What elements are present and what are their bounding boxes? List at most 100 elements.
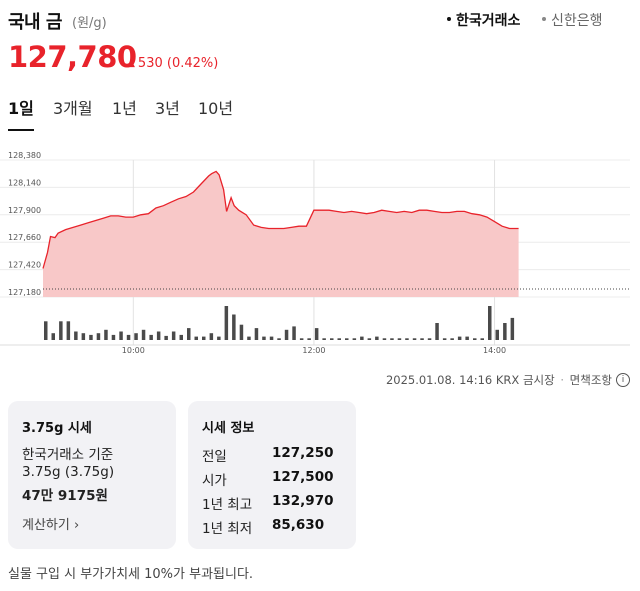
volume-bar <box>307 338 311 340</box>
weight-label: 3.75g (3.75g) <box>22 464 115 480</box>
volume-bar <box>239 324 244 340</box>
update-timestamp: 2025.01.08. 14:16 KRX 금시장 <box>385 373 555 387</box>
tab-10y[interactable]: 10년 <box>198 99 234 118</box>
price-line <box>42 170 519 269</box>
volume-bar <box>209 333 214 340</box>
volume-bar <box>465 336 469 340</box>
volume-bar <box>217 336 221 340</box>
tab-1y[interactable]: 1년 <box>112 99 137 118</box>
volume-bar <box>457 336 462 340</box>
y-tick-label: 127,900 <box>8 206 41 215</box>
volume-bar <box>405 338 409 340</box>
weight-price-card: 3.75g 시세 한국거래소 기준 3.75g (3.75g) 47만 9175… <box>8 401 176 549</box>
volume-bar <box>314 328 319 340</box>
volume-bar <box>156 331 161 340</box>
tab-3y[interactable]: 3년 <box>155 99 180 118</box>
source-label: 신한은행 <box>551 13 603 29</box>
volume-bar <box>202 336 206 340</box>
current-price: 127,780 <box>8 40 137 74</box>
volume-bar <box>299 338 304 340</box>
price-change: ▲ 530 (0.42%) <box>128 56 218 71</box>
y-tick-label: 128,140 <box>8 178 41 187</box>
volume-bar <box>412 338 417 340</box>
volume-bar <box>330 338 334 340</box>
volume-bar <box>66 321 71 340</box>
volume-bar <box>119 331 123 340</box>
volume-bar <box>292 326 296 340</box>
volume-bar <box>367 338 372 340</box>
volume-bar <box>126 334 131 340</box>
card-title: 3.75g 시세 <box>22 421 92 436</box>
x-tick-label: 10:00 <box>122 346 145 355</box>
volume-bar <box>510 317 515 340</box>
y-tick-label: 127,660 <box>8 233 41 242</box>
volume-bar <box>277 338 281 340</box>
volume-bar <box>382 338 387 340</box>
volume-bar <box>179 334 183 340</box>
volume-bar <box>111 334 116 340</box>
x-tick-label: 12:00 <box>302 346 325 355</box>
price-info-card: 시세 정보 전일 127,250 시가 127,500 1년 최고 132,97… <box>188 401 356 549</box>
bullet-icon <box>542 17 546 21</box>
volume-bar <box>488 306 492 340</box>
volume-bar <box>149 334 153 340</box>
volume-bar <box>194 336 198 340</box>
info-label: 1년 최고 <box>202 497 253 513</box>
volume-bar <box>164 335 168 340</box>
volume-bar <box>345 338 349 340</box>
info-icon[interactable]: i <box>616 372 630 387</box>
volume-bar <box>360 336 364 340</box>
tab-1d[interactable]: 1일 <box>8 99 34 118</box>
tab-3m[interactable]: 3개월 <box>53 99 93 118</box>
volume-bar <box>352 338 357 340</box>
disclaimer-link[interactable]: 면책조항 <box>569 373 612 387</box>
vat-note: 실물 구입 시 부가가치세 10%가 부과됩니다. <box>8 567 254 582</box>
volume-bar <box>51 333 55 340</box>
volume-bar <box>74 331 78 340</box>
y-tick-label: 127,420 <box>8 261 41 270</box>
info-label: 시가 <box>202 473 227 489</box>
volume-bar <box>254 328 259 340</box>
volume-bar <box>96 333 101 340</box>
page-title: 국내 금 <box>8 12 62 33</box>
volume-bar <box>104 329 108 340</box>
volume-bar <box>495 329 499 340</box>
volume-bar <box>397 338 402 340</box>
price-change-value: 530 (0.42%) <box>137 56 219 71</box>
y-tick-label: 128,380 <box>8 151 41 160</box>
volume-bar <box>390 338 394 340</box>
update-info: 2025.01.08. 14:16 KRX 금시장 · 면책조항 i <box>386 372 630 388</box>
volume-bar <box>59 321 63 340</box>
volume-bar <box>171 331 176 340</box>
volume-bar <box>375 336 379 340</box>
info-label: 1년 최저 <box>202 521 253 537</box>
volume-bar <box>247 336 251 340</box>
info-value: 85,630 <box>272 517 325 533</box>
chevron-right-icon: › <box>73 518 80 533</box>
unit-label: (원/g) <box>72 16 107 31</box>
calculate-button[interactable]: 계산하기 › <box>22 514 79 533</box>
volume-bar <box>503 323 507 340</box>
y-tick-label: 127,180 <box>8 288 41 297</box>
volume-bar <box>420 338 424 340</box>
volume-bar <box>442 338 447 340</box>
price-area <box>43 171 519 297</box>
active-tab-indicator <box>8 129 34 131</box>
volume-bar <box>435 323 439 340</box>
volume-bar <box>427 338 432 340</box>
source-tab-shinhan[interactable]: 신한은행 <box>542 10 603 30</box>
basis-label: 한국거래소 기준 <box>22 447 114 463</box>
source-label: 한국거래소 <box>456 13 521 29</box>
volume-bar <box>480 338 484 340</box>
price-chart[interactable]: 128,380 128,140 127,900 127,660 127,420 127,1… <box>0 145 640 360</box>
volume-bar <box>44 321 48 340</box>
volume-bar <box>89 334 93 340</box>
up-arrow-icon: ▲ <box>128 59 135 69</box>
x-tick-label: 14:00 <box>483 346 506 355</box>
volume-bar <box>232 314 236 340</box>
volume-bar <box>262 336 266 340</box>
volume-bar <box>141 329 146 340</box>
calculate-label: 계산하기 <box>22 518 70 533</box>
source-tab-krx[interactable]: 한국거래소 <box>447 10 520 30</box>
info-label: 전일 <box>202 449 227 465</box>
